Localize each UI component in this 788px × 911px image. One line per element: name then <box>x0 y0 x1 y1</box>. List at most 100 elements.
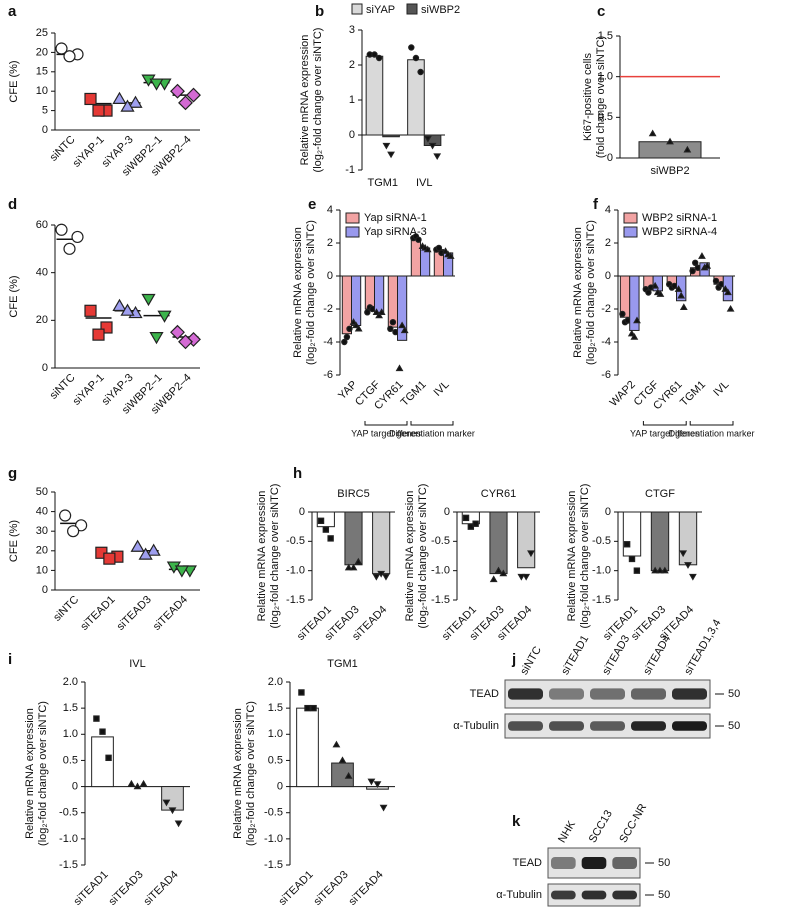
y-axis-label: CFE (%) <box>8 275 20 317</box>
y-tick-label: 2 <box>605 237 611 249</box>
point <box>651 281 660 289</box>
y-tick-label: 25 <box>36 27 48 39</box>
chart-title: BIRC5 <box>337 488 369 500</box>
bar <box>517 511 536 569</box>
point <box>674 285 683 292</box>
point <box>462 514 470 522</box>
point <box>112 91 127 104</box>
y-tick-label: 4 <box>327 204 333 216</box>
y-tick-label: -1 <box>345 164 355 176</box>
y-axis-label: CFE (%) <box>8 520 20 562</box>
y-axis-label: Relative mRNA expression <box>232 708 244 839</box>
x-tick-label: IVL <box>416 177 433 189</box>
bar <box>372 511 391 575</box>
y-tick-label: -4 <box>601 336 611 348</box>
group-label: Differentiation marker <box>389 428 475 438</box>
point <box>387 151 395 159</box>
point <box>310 704 317 712</box>
blot-band <box>549 721 584 731</box>
x-tick-label: siTEAD4 <box>151 594 190 633</box>
point <box>372 308 381 315</box>
y-tick-label: -1.0 <box>431 565 450 577</box>
bar <box>622 511 642 557</box>
point <box>349 318 358 325</box>
y-tick-label: 60 <box>36 219 48 231</box>
point <box>666 137 674 145</box>
point <box>298 689 305 696</box>
blot-band <box>508 688 543 700</box>
point <box>99 728 106 735</box>
point <box>338 756 347 764</box>
point <box>423 245 432 253</box>
legend-label: Yap siRNA-3 <box>364 226 427 238</box>
panel-label: j <box>511 651 516 668</box>
y-tick-label: -1.5 <box>431 594 450 606</box>
y-tick-label: 0 <box>349 129 355 141</box>
point <box>684 562 692 569</box>
y-axis-label: Relative mRNA expression <box>404 491 416 622</box>
y-tick-label: 0 <box>327 270 333 282</box>
y-axis-label: (log₂-fold change over siNTC) <box>305 220 317 365</box>
point <box>67 525 80 538</box>
y-axis-label: Relative mRNA expression <box>292 227 304 358</box>
y-tick-label: 1 <box>349 94 355 106</box>
y-tick-label: -1.0 <box>59 833 78 845</box>
point <box>162 799 171 807</box>
panel-label: g <box>8 465 17 482</box>
size-marker: 50 <box>658 889 670 901</box>
chart-title: IVL <box>129 658 146 670</box>
point <box>59 509 72 522</box>
legend-swatch <box>406 3 418 15</box>
bar <box>489 511 508 575</box>
y-tick-label: 0.5 <box>63 754 78 766</box>
point <box>103 552 116 565</box>
legend-label: Yap siRNA-1 <box>364 212 427 224</box>
x-tick-label: siTEAD4 <box>141 869 180 908</box>
point <box>692 259 699 266</box>
point <box>398 321 407 329</box>
y-tick-label: 5 <box>42 105 48 117</box>
bar <box>341 275 352 335</box>
x-tick-label: TGM1 <box>367 177 398 189</box>
bar <box>397 275 408 341</box>
point <box>93 715 100 722</box>
x-tick-label: siNTC <box>51 594 81 624</box>
point <box>322 526 330 533</box>
point <box>689 267 696 275</box>
point <box>387 325 394 332</box>
y-tick-label: 30 <box>36 525 48 537</box>
point <box>633 567 641 574</box>
size-marker: 50 <box>728 688 740 700</box>
blot-band <box>551 890 576 900</box>
lane-label: SCC-NR <box>617 802 649 845</box>
panel-label: h <box>293 465 302 482</box>
point <box>130 539 145 552</box>
y-axis-label: (log₂-fold change over siNTC) <box>312 28 324 173</box>
point <box>178 334 193 350</box>
point <box>92 328 105 341</box>
point <box>724 288 732 296</box>
x-tick-label: IVL <box>432 379 452 399</box>
y-tick-label: 1.0 <box>63 728 78 740</box>
point <box>174 820 183 828</box>
bar <box>91 736 114 788</box>
point <box>656 566 664 574</box>
y-tick-label: 10 <box>36 564 48 576</box>
y-tick-label: -6 <box>323 369 333 381</box>
y-tick-label: -1.5 <box>59 859 78 871</box>
bar <box>410 237 421 277</box>
y-tick-label: 2.0 <box>63 676 78 688</box>
point <box>415 236 422 243</box>
legend-swatch <box>623 226 638 238</box>
point <box>364 309 371 316</box>
lane-label: SCC13 <box>587 808 615 845</box>
point <box>138 547 153 560</box>
point <box>379 804 388 812</box>
y-tick-label: 0.5 <box>598 111 613 123</box>
y-tick-label: -0.5 <box>286 535 305 547</box>
chart-title: CYR61 <box>481 488 516 500</box>
y-tick-label: 10 <box>36 85 48 97</box>
y-tick-label: 20 <box>36 314 48 326</box>
point <box>186 87 201 103</box>
panel-label: i <box>8 651 12 668</box>
